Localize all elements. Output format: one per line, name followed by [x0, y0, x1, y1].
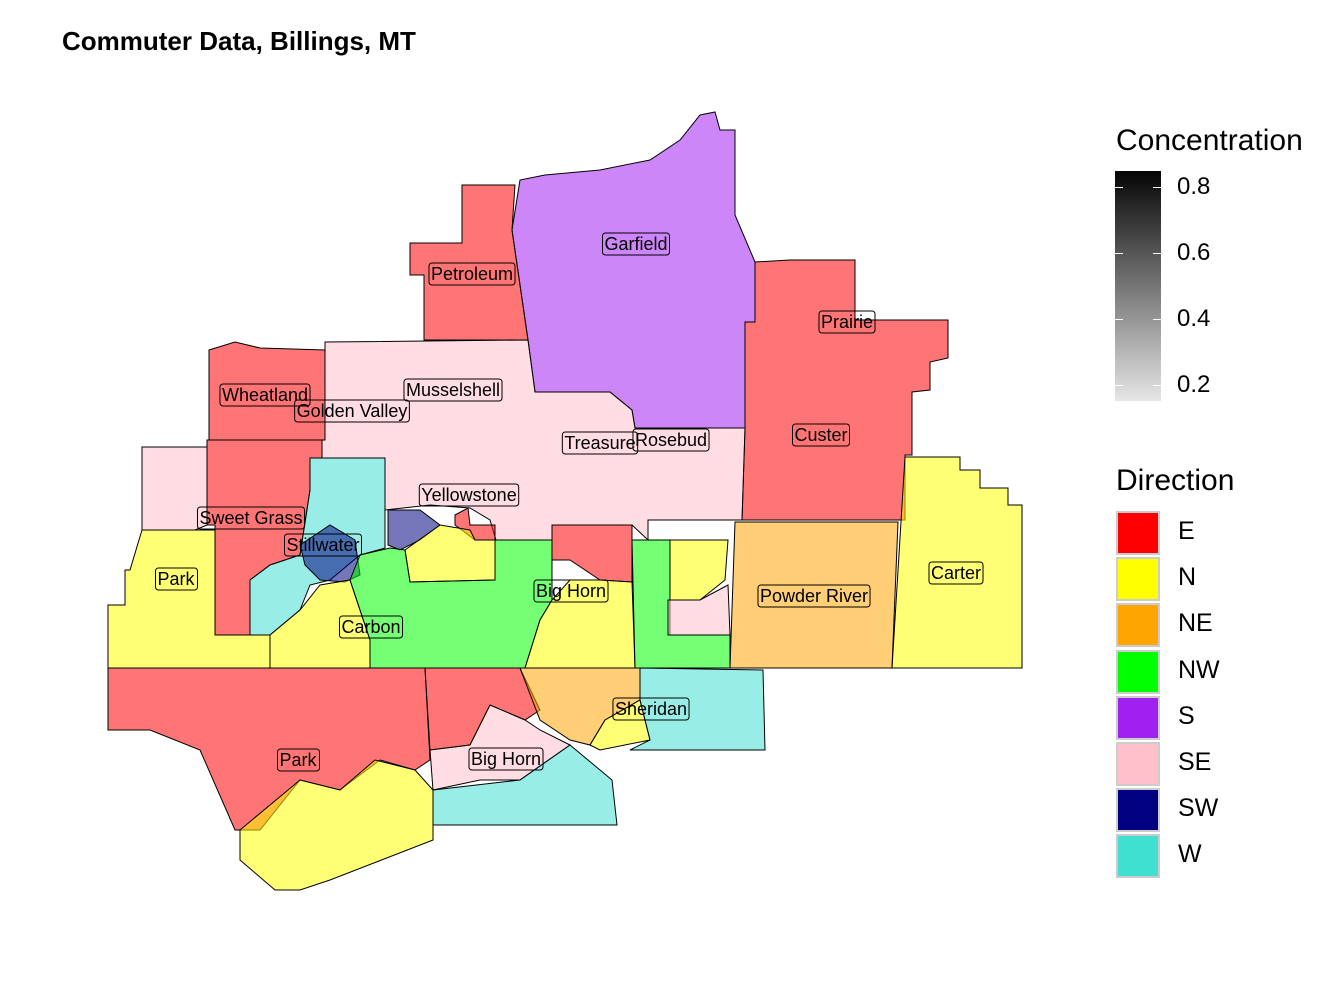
svg-text:Park: Park [279, 750, 317, 770]
county-label: Garfield [601, 232, 671, 256]
svg-text:Park: Park [157, 569, 195, 589]
svg-text:Sweet Grass: Sweet Grass [199, 508, 302, 528]
county-label: Carter [928, 561, 984, 585]
county-region [669, 539, 729, 601]
legend-label: W [1178, 840, 1202, 869]
map-title: Commuter Data, Billings, MT [62, 26, 416, 56]
legend-label: E [1178, 517, 1195, 545]
legend-item-w: W [1116, 834, 1316, 880]
legend-label: SW [1178, 794, 1219, 823]
county-region [551, 524, 633, 583]
legend-item-n: N [1116, 557, 1316, 603]
county-label: Rosebud [632, 428, 710, 452]
svg-text:Treasure: Treasure [564, 433, 635, 453]
svg-text:Petroleum: Petroleum [431, 264, 513, 284]
county-label: Petroleum [428, 262, 516, 286]
svg-text:Carter: Carter [931, 563, 981, 583]
legend-label: S [1178, 701, 1195, 730]
county-label: Custer [791, 423, 851, 447]
county-label: Musselshell [403, 378, 503, 402]
legend-label: SE [1178, 748, 1212, 776]
county-label: Golden Valley [294, 399, 410, 423]
svg-text:Rosebud: Rosebud [635, 430, 707, 450]
county-region [432, 744, 618, 826]
county-label: Treasure [561, 431, 639, 455]
legend-item-ne: NE [1116, 603, 1316, 649]
colorbar-tick [1115, 187, 1123, 189]
legend-label: NE [1178, 609, 1213, 638]
county-label: Big Horn [533, 579, 609, 603]
county-label: Carbon [338, 615, 404, 639]
svg-text:Big Horn: Big Horn [536, 581, 606, 601]
choropleth-map: Garfield Petroleum Prairie Wheatland Mussels… [107, 111, 1023, 891]
county-label: Park [154, 567, 199, 591]
concentration-colorbar [1115, 171, 1161, 401]
legend-label: N [1178, 563, 1197, 592]
legend-swatch [1116, 695, 1160, 740]
county-label: Stillwater [283, 533, 363, 557]
legend-swatch [1116, 788, 1160, 833]
legend-swatch [1116, 649, 1160, 694]
legend-item-nw: NW [1116, 649, 1316, 696]
county-region [667, 584, 731, 636]
legend-label: NW [1178, 655, 1220, 684]
svg-text:Yellowstone: Yellowstone [421, 485, 516, 505]
county-label: Yellowstone [418, 483, 520, 507]
concentration-legend-title: Concentration [1116, 124, 1303, 157]
legend-swatch [1116, 603, 1160, 648]
svg-text:Prairie: Prairie [821, 312, 873, 332]
county-region [629, 667, 766, 751]
svg-text:Wheatland: Wheatland [222, 385, 308, 405]
county-region [511, 111, 756, 429]
legend-item-sw: SW [1116, 788, 1316, 834]
svg-text:Big Horn: Big Horn [471, 749, 541, 769]
svg-text:Custer: Custer [794, 425, 847, 445]
colorbar-tick [1153, 253, 1161, 255]
county-region [589, 699, 651, 751]
county-label: Sweet Grass [196, 506, 306, 530]
county-label: Powder River [757, 584, 871, 608]
svg-text:Powder River: Powder River [760, 586, 868, 606]
county-label: Park [276, 748, 321, 772]
svg-text:Garfield: Garfield [604, 234, 667, 254]
direction-legend-title: Direction [1116, 464, 1235, 497]
colorbar-tick [1115, 318, 1123, 320]
colorbar-tick [1115, 384, 1123, 386]
colorbar-tick [1153, 318, 1161, 320]
legend-item-s: S [1116, 695, 1316, 742]
legend-swatch [1116, 511, 1160, 555]
legend-item-se: SE [1116, 742, 1316, 788]
legend-item-e: E [1116, 511, 1316, 557]
county-label: Prairie [818, 310, 876, 334]
colorbar-tick-label: 0.6 [1177, 239, 1211, 267]
svg-text:Musselshell: Musselshell [406, 380, 500, 400]
colorbar-tick [1153, 384, 1161, 386]
svg-text:Golden Valley: Golden Valley [297, 401, 408, 421]
legend-swatch [1116, 742, 1160, 786]
colorbar-tick-label: 0.8 [1177, 173, 1211, 201]
colorbar-tick [1115, 253, 1123, 255]
legend-swatch [1116, 834, 1160, 879]
county-label: Sheridan [612, 697, 690, 721]
county-label: Big Horn [468, 747, 544, 771]
county-region [741, 259, 949, 521]
svg-text:Stillwater: Stillwater [286, 535, 359, 555]
colorbar-tick-label: 0.4 [1177, 304, 1211, 332]
colorbar-tick-label: 0.2 [1177, 370, 1211, 398]
svg-text:Sheridan: Sheridan [615, 699, 687, 719]
svg-text:Carbon: Carbon [341, 617, 400, 637]
county-label: Wheatland [219, 383, 311, 407]
colorbar-tick [1153, 187, 1161, 189]
county-region [141, 446, 208, 531]
legend-swatch [1116, 557, 1160, 602]
